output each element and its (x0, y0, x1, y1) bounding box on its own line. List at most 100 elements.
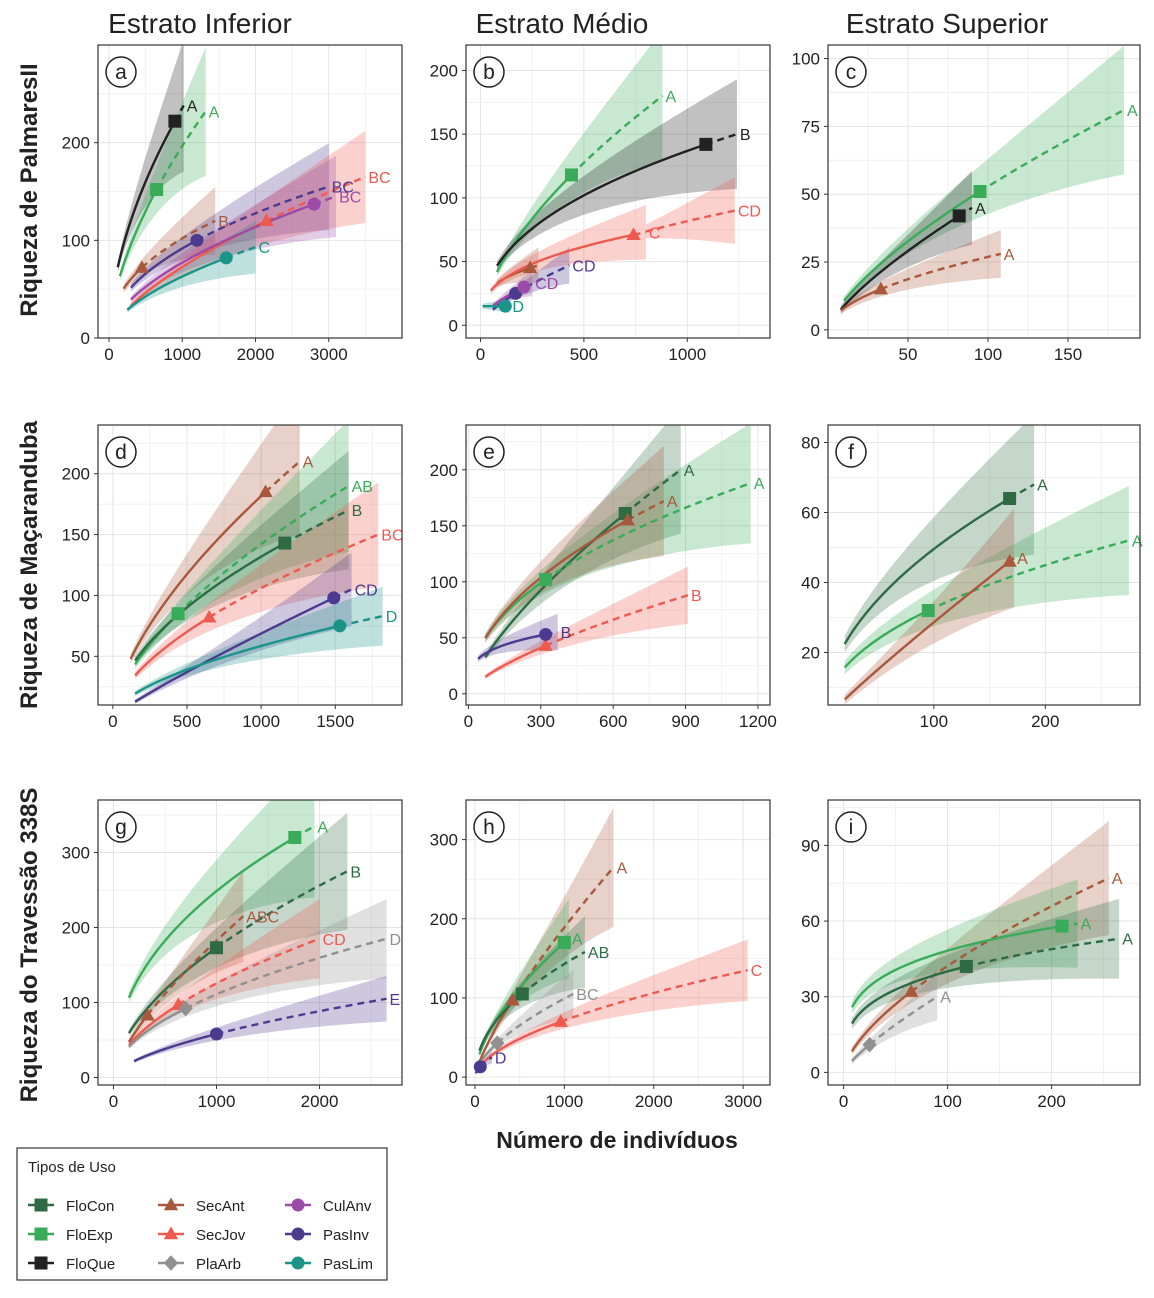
legend-item-SecAnt: SecAnt (158, 1197, 245, 1215)
extrapolation-line-PasInv (196, 185, 330, 242)
confidence-band-SecAnt (130, 425, 300, 664)
legend-key-CulAnv (291, 1198, 305, 1212)
group-letter: A (572, 932, 583, 949)
legend-label: SecAnt (196, 1198, 245, 1215)
legend-label: FloCon (66, 1198, 114, 1215)
x-tick-label: 2000 (301, 1092, 339, 1111)
x-tick-label: 3000 (724, 1092, 762, 1111)
y-tick-label: 100 (62, 994, 90, 1013)
extrapolation-line-FloExp (570, 95, 664, 176)
marker-SecAnt (258, 484, 273, 498)
marker-SecAnt (134, 260, 150, 273)
confidence-band-PasInv (134, 975, 387, 1063)
group-letter: A (1081, 917, 1092, 934)
rarefaction-line-FloQue (116, 120, 176, 268)
row-title: Riqueza de PalmaresII (16, 63, 43, 316)
x-tick-label: 1000 (242, 712, 280, 731)
marker-CulAnv (517, 280, 531, 294)
y-tick-label: 100 (792, 50, 820, 69)
marker-FloExp (921, 604, 935, 617)
plot-border (97, 799, 403, 1086)
panel-letter-circle (105, 811, 137, 843)
extrapolation-line-SecAnt (146, 915, 245, 1016)
group-letter: B (561, 625, 572, 642)
group-letter: A (940, 990, 951, 1007)
group-letter: A (617, 860, 628, 877)
x-tick-label: 900 (671, 712, 699, 731)
panel-letter: h (483, 816, 495, 839)
x-tick-label: 200 (1031, 712, 1059, 731)
panel-letter: g (115, 816, 127, 839)
rarefaction-line-FloCon (484, 512, 627, 658)
plot-border (827, 424, 1141, 706)
column-title: Estrato Médio (476, 8, 649, 39)
legend-item-PlaArb: PlaArb (158, 1255, 241, 1273)
confidence-band-PlaArb (128, 899, 387, 1050)
rarefaction-line-FloQue (839, 214, 960, 311)
marker-FloExp (557, 936, 571, 949)
x-tick-label: 0 (109, 1092, 118, 1111)
y-tick-label: 30 (801, 988, 820, 1007)
legend-key-FloExp (34, 1227, 48, 1241)
x-tick-label: 0 (839, 1092, 848, 1111)
y-tick-label: 50 (801, 185, 820, 204)
confidence-band-SecAnt (123, 187, 216, 293)
x-tick-label: 500 (173, 712, 201, 731)
marker-PasInv (190, 233, 204, 247)
marker-SecAnt (620, 512, 635, 526)
marker-CulAnv (307, 197, 321, 211)
marker-SecJov (553, 1014, 568, 1027)
extrapolation-line-PasInv (515, 264, 570, 295)
marker-FloExp (171, 607, 185, 621)
marker-FloCon (210, 941, 224, 955)
rarefaction-line-SecJov (128, 1003, 180, 1046)
y-tick-label: 50 (71, 647, 90, 666)
y-tick-label: 40 (801, 574, 820, 593)
rarefaction-line-SecJov (489, 233, 634, 292)
marker-PasInv (473, 1060, 487, 1074)
y-tick-label: 100 (62, 231, 90, 250)
panel-letter: i (849, 816, 854, 839)
y-tick-label: 200 (430, 461, 458, 480)
extrapolation-line-FloCon (966, 937, 1120, 968)
x-tick-label: 50 (899, 345, 918, 364)
confidence-band-FloExp (128, 800, 315, 1004)
plot-border (465, 44, 771, 339)
legend-item-CulAnv: CulAnv (285, 1198, 372, 1215)
marker-FloCon (959, 959, 973, 973)
rarefaction-line-CulAnv (130, 203, 315, 301)
confidence-band-SecJov (479, 939, 748, 1069)
group-letter: C (649, 225, 661, 242)
confidence-band-SecAnt (485, 446, 664, 643)
y-tick-label: 0 (811, 1063, 820, 1082)
marker-PlaArb (862, 1036, 877, 1053)
group-letter: A (1127, 103, 1138, 120)
marker-PasInv (539, 627, 553, 641)
marker-FloQue (952, 209, 966, 223)
legend-key-SecJov (163, 1226, 179, 1240)
column-title: Estrato Superior (846, 8, 1048, 39)
rarefaction-line-SecJov (134, 616, 210, 677)
extrapolation-line-SecJov (208, 533, 379, 619)
panel-letter-circle (835, 436, 867, 468)
group-letter: B (350, 864, 361, 881)
x-tick-label: 100 (933, 1092, 961, 1111)
group-letter: ABC (246, 909, 279, 926)
legend-label: SecJov (196, 1227, 246, 1244)
legend-label: PasInv (323, 1227, 369, 1244)
gridlines (466, 45, 770, 338)
gridlines (98, 425, 402, 705)
extrapolation-line-SecAnt (880, 252, 1002, 291)
confidence-band-PasInv (135, 552, 352, 704)
x-tick-label: 1500 (316, 712, 354, 731)
group-letter: AB (588, 945, 609, 962)
rarefaction-line-PasInv (130, 239, 198, 289)
plot-border (97, 424, 403, 706)
x-tick-label: 1000 (198, 1092, 236, 1111)
extrapolation-line-SecAnt (627, 500, 665, 522)
rarefaction-line-FloCon (134, 542, 286, 662)
legend-item-FloExp: FloExp (28, 1227, 113, 1244)
group-letter: A (1037, 478, 1048, 495)
confidence-band-FloCon (485, 425, 681, 661)
rarefaction-line-SecAnt (850, 990, 912, 1053)
